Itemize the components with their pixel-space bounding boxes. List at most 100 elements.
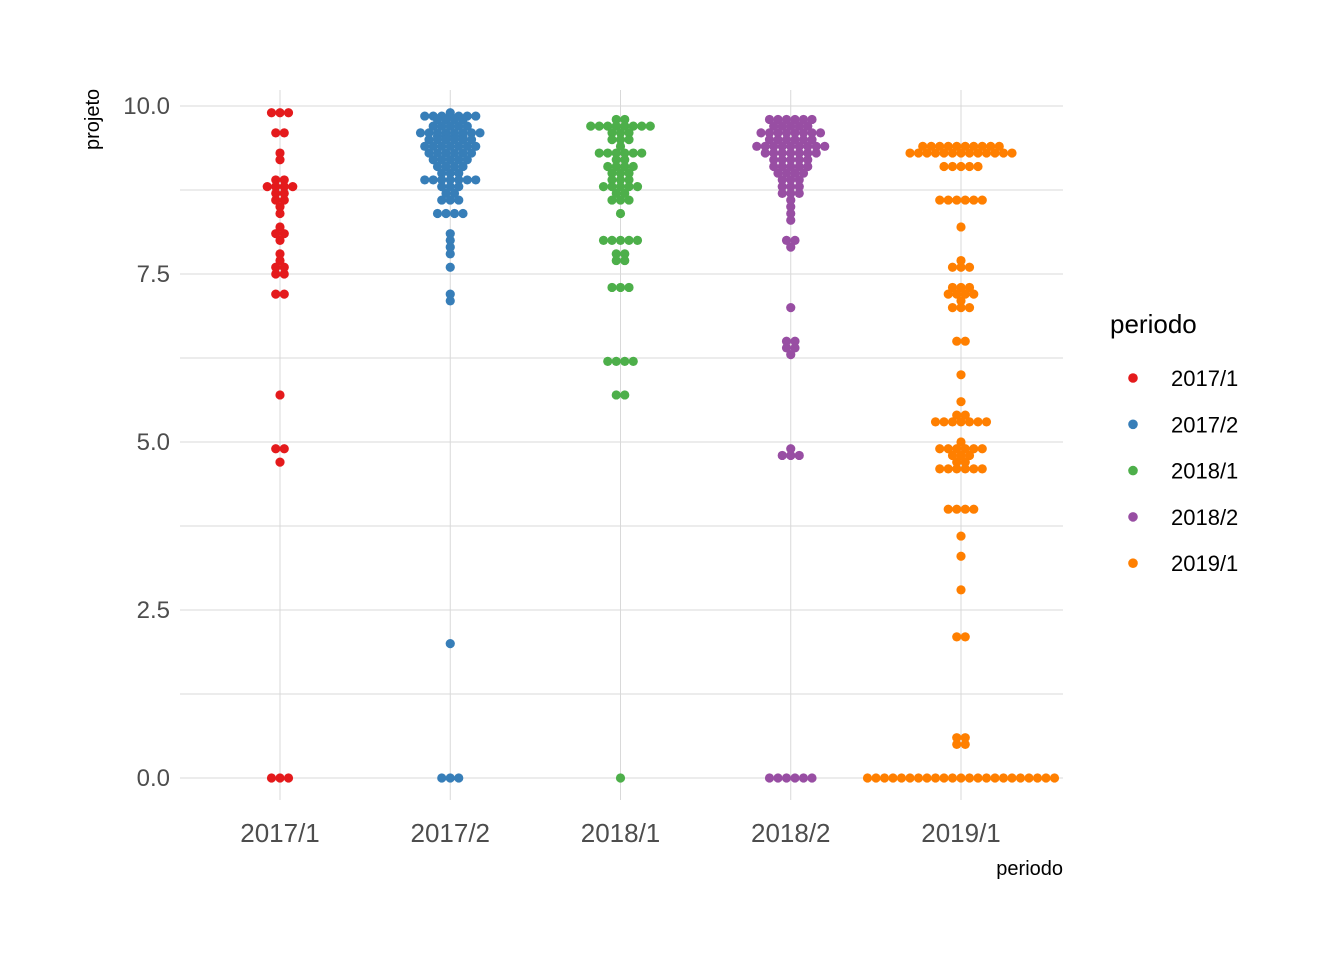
y-tick-label: 10.0 bbox=[123, 93, 170, 120]
data-point bbox=[445, 773, 455, 783]
data-point bbox=[271, 182, 281, 192]
data-point bbox=[786, 195, 796, 205]
data-point bbox=[275, 222, 285, 232]
data-point bbox=[458, 135, 468, 145]
x-tick-label: 2017/1 bbox=[240, 818, 320, 848]
data-point bbox=[432, 148, 443, 158]
data-point bbox=[990, 148, 1000, 158]
data-point bbox=[769, 148, 779, 158]
data-point bbox=[598, 235, 609, 245]
data-point bbox=[956, 773, 966, 783]
data-point bbox=[632, 182, 643, 192]
data-point bbox=[905, 773, 915, 783]
data-point bbox=[756, 128, 766, 138]
data-point bbox=[620, 249, 630, 259]
data-point bbox=[781, 114, 792, 125]
data-point bbox=[773, 168, 783, 178]
data-point bbox=[969, 195, 979, 205]
data-point bbox=[624, 195, 634, 205]
data-point bbox=[607, 135, 617, 145]
data-point bbox=[973, 773, 983, 783]
data-point bbox=[1049, 773, 1060, 783]
data-point bbox=[896, 773, 907, 783]
data-point bbox=[956, 437, 966, 447]
data-point bbox=[773, 128, 783, 138]
legend-label: 2019/1 bbox=[1171, 551, 1238, 576]
data-point bbox=[960, 733, 970, 743]
data-point bbox=[454, 121, 464, 131]
data-point bbox=[449, 135, 460, 145]
data-point bbox=[445, 121, 455, 131]
data-point bbox=[956, 450, 966, 461]
y-axis-ticks: 0.0 2.5 5.0 7.5 10.0 bbox=[123, 93, 170, 792]
data-point bbox=[956, 551, 966, 561]
data-point bbox=[611, 249, 621, 259]
data-point bbox=[454, 773, 464, 783]
data-point bbox=[441, 161, 451, 172]
data-point bbox=[760, 141, 770, 151]
data-point bbox=[807, 114, 817, 125]
data-point bbox=[445, 155, 455, 165]
data-point bbox=[960, 632, 970, 642]
data-point bbox=[283, 108, 294, 118]
data-point bbox=[879, 773, 890, 783]
data-point bbox=[615, 208, 626, 219]
data-point bbox=[603, 121, 613, 131]
data-point bbox=[279, 175, 289, 185]
data-point bbox=[913, 148, 924, 158]
data-point bbox=[466, 148, 477, 158]
data-point bbox=[964, 417, 975, 427]
data-point bbox=[764, 135, 775, 145]
data-point bbox=[786, 208, 796, 219]
data-point bbox=[969, 504, 979, 514]
data-point bbox=[603, 356, 613, 366]
data-point bbox=[794, 121, 804, 131]
data-point bbox=[624, 128, 634, 138]
legend-label: 2018/1 bbox=[1171, 459, 1238, 484]
data-point bbox=[275, 108, 285, 118]
data-point bbox=[956, 222, 966, 232]
data-point bbox=[620, 155, 630, 165]
data-point bbox=[445, 235, 455, 245]
data-point bbox=[913, 773, 924, 783]
data-point bbox=[803, 141, 813, 151]
data-point bbox=[956, 397, 966, 407]
data-point bbox=[437, 195, 447, 205]
data-point bbox=[441, 208, 451, 219]
data-point bbox=[611, 114, 621, 125]
data-point bbox=[615, 135, 626, 145]
x-tick-label: 2017/2 bbox=[410, 818, 490, 848]
data-point bbox=[458, 208, 468, 219]
data-point bbox=[981, 148, 992, 158]
data-point bbox=[790, 336, 800, 346]
data-point bbox=[454, 155, 464, 165]
data-point bbox=[794, 188, 804, 198]
data-point bbox=[275, 390, 285, 400]
data-point bbox=[624, 135, 634, 145]
data-point bbox=[271, 229, 281, 239]
data-point bbox=[998, 148, 1009, 158]
data-point bbox=[956, 148, 966, 158]
data-point bbox=[275, 155, 285, 165]
data-point bbox=[947, 262, 958, 272]
data-point bbox=[624, 282, 634, 293]
data-point bbox=[952, 504, 962, 514]
data-point bbox=[960, 739, 970, 750]
data-point bbox=[811, 141, 821, 151]
data-point bbox=[615, 195, 626, 205]
data-points bbox=[262, 108, 1060, 783]
data-point bbox=[969, 141, 979, 151]
data-point bbox=[930, 417, 941, 427]
data-point bbox=[939, 161, 949, 172]
data-point bbox=[952, 733, 962, 743]
data-point bbox=[594, 121, 604, 131]
data-point bbox=[620, 121, 630, 131]
data-point bbox=[964, 450, 975, 461]
data-point bbox=[952, 289, 962, 299]
data-point bbox=[424, 128, 434, 138]
data-point bbox=[977, 195, 987, 205]
data-point bbox=[424, 135, 434, 145]
data-point bbox=[462, 175, 472, 185]
data-point bbox=[279, 195, 289, 205]
data-point bbox=[445, 242, 455, 252]
